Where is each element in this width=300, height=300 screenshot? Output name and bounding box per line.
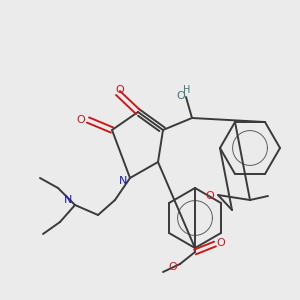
Text: O: O — [116, 85, 124, 95]
Text: O: O — [217, 238, 225, 248]
Text: N: N — [64, 195, 72, 205]
Text: H: H — [183, 85, 191, 95]
Text: O: O — [177, 91, 185, 101]
Text: N: N — [119, 176, 127, 186]
Text: O: O — [206, 191, 214, 201]
Text: O: O — [169, 262, 177, 272]
Text: O: O — [76, 115, 85, 125]
